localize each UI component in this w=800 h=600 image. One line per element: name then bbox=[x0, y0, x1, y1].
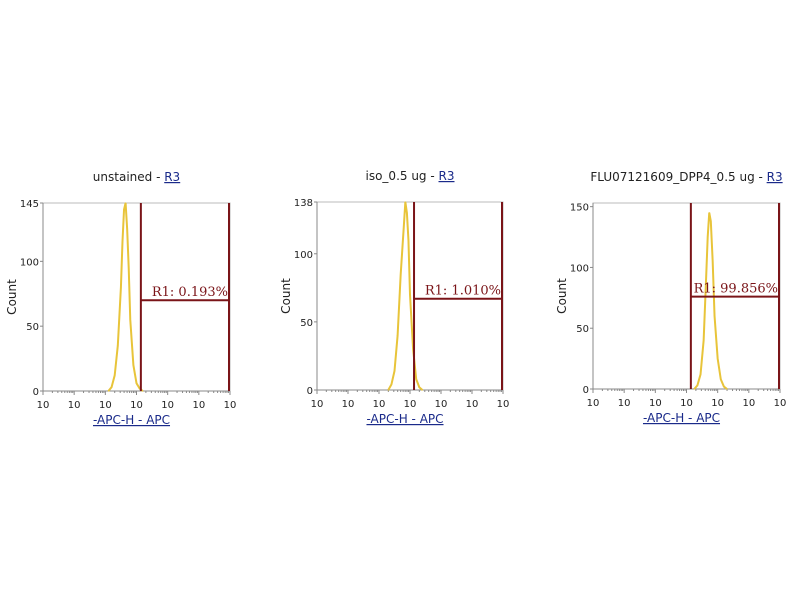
x-tick-label: 10 bbox=[342, 399, 355, 410]
histogram-point bbox=[135, 382, 138, 384]
x-tick-label: 10 bbox=[618, 398, 631, 409]
y-tick-label: 0 bbox=[307, 386, 313, 397]
y-tick-label: 0 bbox=[583, 385, 589, 396]
histogram-point bbox=[703, 339, 705, 341]
histogram-point bbox=[123, 208, 125, 211]
histogram-point bbox=[404, 201, 406, 203]
y-tick-label: 50 bbox=[26, 322, 39, 333]
x-tick-label: 10 bbox=[497, 399, 510, 410]
histogram-point bbox=[132, 364, 134, 366]
y-tick-label: 150 bbox=[570, 203, 589, 214]
histogram-point bbox=[387, 389, 389, 391]
y-tick-label: 0 bbox=[33, 387, 39, 398]
x-tick-label: 10 bbox=[774, 398, 787, 409]
histogram-point bbox=[705, 285, 707, 287]
region-link[interactable]: R3 bbox=[439, 169, 455, 183]
histogram-point bbox=[409, 294, 411, 296]
x-tick-label: 10 bbox=[742, 398, 755, 409]
x-tick-label: 10 bbox=[373, 399, 386, 410]
histogram-point bbox=[421, 389, 423, 391]
x-axis-label[interactable]: -APC-H - APC bbox=[366, 412, 443, 426]
y-axis-label: Count bbox=[555, 278, 569, 314]
panel-title: FLU07121609_DPP4_0.5 ug - R3 bbox=[590, 170, 782, 184]
x-tick-label: 10 bbox=[680, 398, 693, 409]
histogram-point bbox=[708, 212, 710, 214]
x-tick-label: 10 bbox=[192, 400, 205, 411]
histogram-point bbox=[415, 378, 417, 380]
x-tick-label: 10 bbox=[311, 399, 324, 410]
y-tick-label: 145 bbox=[20, 199, 39, 210]
x-axis-label[interactable]: -APC-H - APC bbox=[93, 413, 170, 427]
y-tick-label: 50 bbox=[576, 324, 589, 335]
histogram-point bbox=[114, 374, 116, 377]
histogram-point bbox=[397, 334, 399, 337]
x-tick-label: 10 bbox=[466, 399, 479, 410]
panel-title: unstained - R3 bbox=[93, 170, 180, 184]
histogram-point bbox=[720, 378, 722, 380]
gate-label: R1: 99.856% bbox=[694, 282, 778, 297]
x-tick-label: 10 bbox=[37, 400, 50, 411]
histogram-point bbox=[129, 319, 131, 321]
x-tick-label: 10 bbox=[224, 400, 237, 411]
panel-title-text: unstained - bbox=[93, 170, 164, 184]
histogram-point bbox=[713, 315, 716, 317]
histogram-point bbox=[696, 384, 699, 386]
panel-title-text: FLU07121609_DPP4_0.5 ug - bbox=[590, 170, 766, 184]
histogram-point bbox=[418, 386, 420, 388]
histogram-point bbox=[699, 373, 702, 376]
histogram-panel-2: iso_0.5 ug - R3 0 50 100 138 10 10 10 10 10 10 10 Co… bbox=[279, 169, 509, 426]
histogram-point bbox=[120, 286, 122, 288]
histogram-point bbox=[712, 260, 714, 262]
x-tick-label: 10 bbox=[711, 398, 724, 409]
gate-label: R1: 1.010% bbox=[425, 284, 501, 299]
panel-title: iso_0.5 ug - R3 bbox=[366, 169, 455, 183]
histogram-point bbox=[726, 388, 728, 390]
x-tick-label: 10 bbox=[435, 399, 448, 410]
x-tick-label: 10 bbox=[68, 400, 81, 411]
histogram-point bbox=[107, 390, 110, 392]
histogram-trace bbox=[387, 201, 424, 391]
x-tick-label: 10 bbox=[587, 398, 600, 409]
histogram-point bbox=[393, 370, 396, 372]
histogram-point bbox=[693, 388, 695, 390]
histogram-point bbox=[723, 385, 725, 388]
region-link[interactable]: R3 bbox=[767, 170, 783, 184]
histogram-point bbox=[403, 225, 405, 228]
histogram-point bbox=[110, 386, 113, 388]
histogram-point bbox=[406, 212, 408, 214]
histogram-trace bbox=[107, 202, 144, 392]
histogram-point bbox=[128, 267, 130, 269]
y-axis-label: Count bbox=[279, 278, 293, 314]
histogram-point bbox=[126, 228, 128, 230]
histogram-panel-3: FLU07121609_DPP4_0.5 ug - R3 0 50 100 150 10 1… bbox=[555, 170, 786, 425]
y-tick-label: 100 bbox=[294, 250, 313, 261]
histogram-point bbox=[121, 241, 124, 243]
region-link[interactable]: R3 bbox=[164, 170, 180, 184]
histogram-panel-1: unstained - R3 0 50 100 145 10 10 10 10 10 10 10 Cou… bbox=[5, 170, 236, 427]
y-tick-label: 50 bbox=[300, 318, 313, 329]
x-tick-label: 10 bbox=[99, 400, 112, 411]
x-tick-label: 10 bbox=[130, 400, 143, 411]
histogram-point bbox=[390, 383, 392, 386]
x-axis-label[interactable]: -APC-H - APC bbox=[643, 411, 720, 425]
y-axis-label: Count bbox=[5, 279, 19, 315]
histogram-point bbox=[142, 390, 144, 392]
histogram-point bbox=[717, 358, 719, 360]
histogram-point bbox=[710, 220, 712, 222]
histogram-point bbox=[407, 239, 410, 241]
y-tick-label: 100 bbox=[570, 263, 589, 274]
x-tick-label: 10 bbox=[404, 399, 417, 410]
y-tick-label: 138 bbox=[294, 198, 313, 209]
y-tick-label: 100 bbox=[20, 257, 39, 268]
histogram-point bbox=[117, 345, 119, 347]
gate-label: R1: 0.193% bbox=[152, 285, 228, 300]
histogram-point bbox=[707, 236, 709, 238]
panel-title-text: iso_0.5 ug - bbox=[366, 169, 439, 183]
histogram-point bbox=[400, 273, 402, 275]
histogram-trace bbox=[693, 212, 728, 390]
x-tick-label: 10 bbox=[161, 400, 174, 411]
x-tick-label: 10 bbox=[649, 398, 662, 409]
histogram-point bbox=[124, 202, 127, 204]
